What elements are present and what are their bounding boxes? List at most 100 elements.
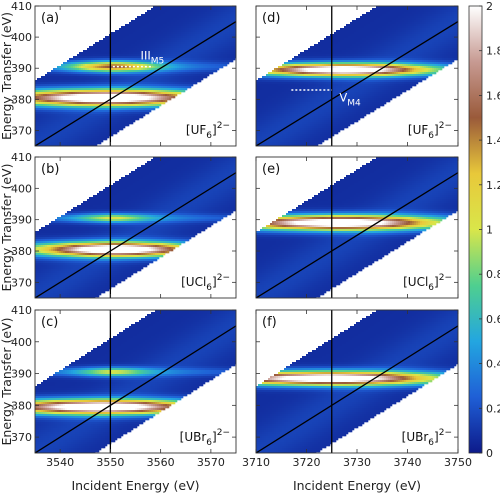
heatmap-cell bbox=[103, 44, 106, 47]
heatmap-cell bbox=[227, 50, 230, 53]
heatmap-cell bbox=[55, 92, 58, 95]
heatmap-cell bbox=[173, 26, 176, 29]
heatmap-cell bbox=[59, 78, 62, 81]
heatmap-cell bbox=[127, 32, 130, 35]
heatmap-cell bbox=[155, 26, 158, 29]
heatmap-cell bbox=[284, 112, 287, 115]
heatmap-cell bbox=[133, 92, 136, 95]
heatmap-cell bbox=[105, 124, 108, 127]
heatmap-cell bbox=[139, 98, 142, 101]
heatmap-cell bbox=[87, 126, 90, 129]
heatmap-cell bbox=[197, 12, 200, 15]
heatmap-cell bbox=[266, 120, 269, 123]
heatmap-cell bbox=[189, 74, 192, 77]
heatmap-cell bbox=[87, 108, 90, 111]
heatmap-cell bbox=[105, 96, 108, 99]
heatmap-cell bbox=[185, 20, 188, 23]
heatmap-cell bbox=[258, 134, 261, 137]
heatmap-cell bbox=[93, 56, 96, 59]
heatmap-cell bbox=[173, 56, 176, 59]
heatmap-cell bbox=[139, 34, 142, 37]
heatmap-cell bbox=[280, 144, 283, 146]
heatmap-cell bbox=[153, 68, 156, 71]
heatmap-cell bbox=[282, 132, 285, 135]
heatmap-cell bbox=[49, 104, 52, 107]
heatmap-cell bbox=[127, 68, 130, 71]
heatmap-cell bbox=[101, 98, 104, 101]
heatmap-cell bbox=[117, 38, 120, 41]
heatmap-cell bbox=[193, 56, 196, 59]
heatmap-cell bbox=[197, 30, 200, 33]
heatmap-cell bbox=[133, 60, 136, 63]
heatmap-cell bbox=[143, 96, 146, 99]
heatmap-cell bbox=[177, 42, 180, 45]
heatmap-cell bbox=[181, 26, 184, 29]
heatmap-cell bbox=[165, 58, 168, 61]
heatmap-cell bbox=[107, 110, 110, 113]
heatmap-cell bbox=[157, 54, 160, 57]
heatmap-cell bbox=[197, 78, 200, 81]
heatmap-cell bbox=[117, 120, 120, 123]
heatmap-cell bbox=[149, 78, 152, 81]
heatmap-cell bbox=[219, 20, 222, 23]
heatmap-cell bbox=[167, 56, 170, 59]
heatmap-cell bbox=[276, 96, 279, 99]
heatmap-cell bbox=[141, 54, 144, 57]
heatmap-cell bbox=[117, 124, 120, 127]
heatmap-cell bbox=[219, 64, 222, 67]
heatmap-cell bbox=[203, 62, 206, 65]
heatmap-cell bbox=[121, 88, 124, 91]
heatmap-cell bbox=[73, 74, 76, 77]
heatmap-cell bbox=[272, 88, 275, 91]
heatmap-cell bbox=[121, 124, 124, 127]
heatmap-cell bbox=[123, 70, 126, 73]
heatmap-cell bbox=[99, 68, 102, 71]
heatmap-cell bbox=[282, 90, 285, 93]
heatmap-cell bbox=[272, 80, 275, 83]
heatmap-cell bbox=[53, 110, 56, 113]
heatmap-cell bbox=[151, 10, 154, 13]
heatmap-cell bbox=[161, 82, 164, 85]
heatmap-cell bbox=[135, 118, 138, 121]
heatmap-cell bbox=[111, 90, 114, 93]
heatmap-cell bbox=[177, 24, 180, 27]
heatmap-cell bbox=[217, 60, 220, 63]
heatmap-cell bbox=[189, 58, 192, 61]
heatmap-cell bbox=[133, 56, 136, 59]
heatmap-cell bbox=[225, 36, 228, 39]
heatmap-cell bbox=[159, 8, 162, 11]
heatmap-cell bbox=[175, 84, 178, 87]
heatmap-cell bbox=[215, 12, 218, 15]
heatmap-cell bbox=[155, 100, 158, 103]
heatmap-cell bbox=[131, 58, 134, 61]
heatmap-cell bbox=[165, 56, 168, 59]
heatmap-cell bbox=[115, 118, 118, 121]
heatmap-cell bbox=[258, 118, 261, 121]
heatmap-cell bbox=[77, 100, 80, 103]
heatmap-cell bbox=[65, 88, 68, 91]
heatmap-cell bbox=[163, 82, 166, 85]
heatmap-cell bbox=[57, 94, 60, 97]
heatmap-cell bbox=[143, 24, 146, 27]
heatmap-cell bbox=[125, 98, 128, 101]
heatmap-cell bbox=[177, 78, 180, 81]
heatmap-cell bbox=[37, 100, 40, 103]
heatmap-cell bbox=[115, 108, 118, 111]
heatmap-cell bbox=[123, 62, 126, 65]
heatmap-cell bbox=[284, 110, 287, 113]
heatmap-cell bbox=[262, 134, 265, 137]
heatmap-cell bbox=[157, 76, 160, 79]
heatmap-cell bbox=[123, 108, 126, 111]
heatmap-cell bbox=[107, 94, 110, 97]
heatmap-cell bbox=[175, 88, 178, 91]
heatmap-cell bbox=[141, 110, 144, 113]
heatmap-cell bbox=[63, 78, 66, 81]
heatmap-cell bbox=[161, 38, 164, 41]
heatmap-cell bbox=[159, 60, 162, 63]
heatmap-cell bbox=[51, 80, 54, 83]
heatmap-cell bbox=[278, 118, 281, 121]
heatmap-cell bbox=[63, 88, 66, 91]
heatmap-cell bbox=[133, 78, 136, 81]
heatmap-cell bbox=[209, 34, 212, 37]
heatmap-cell bbox=[103, 74, 106, 77]
